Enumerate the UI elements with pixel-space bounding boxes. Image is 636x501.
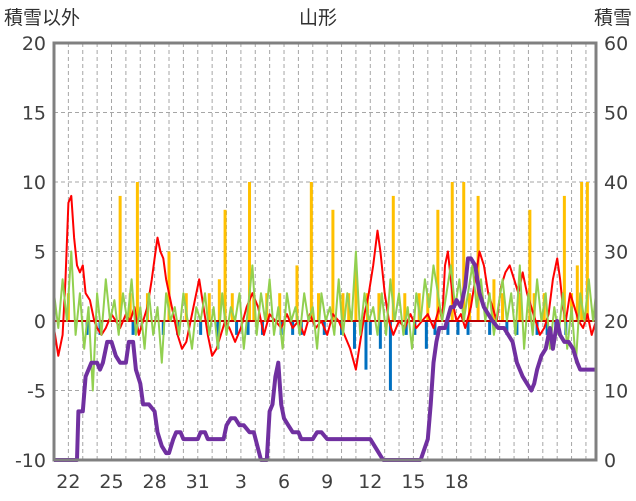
orange-bar [462, 182, 466, 321]
orange-bar [585, 182, 589, 321]
left-axis-label: 積雪以外 [4, 7, 80, 29]
x-tick-label: 28 [143, 471, 167, 493]
orange-bar [331, 209, 335, 321]
orange-bar [230, 293, 234, 321]
right-tick-label: 50 [604, 103, 628, 125]
orange-bar [562, 195, 566, 321]
blue-bar [388, 321, 392, 391]
blue-bar [488, 321, 492, 335]
left-tick-label: 5 [34, 242, 46, 264]
orange-bar [403, 293, 407, 321]
orange-bar [248, 182, 252, 321]
orange-bar [518, 293, 522, 321]
orange-bar [391, 195, 395, 321]
left-tick-label: 10 [22, 172, 46, 194]
chart-title: 山形 [299, 7, 337, 29]
line-series [53, 194, 597, 462]
orange-bar [309, 182, 313, 321]
blue-bar [246, 321, 250, 335]
right-axis-label: 積雪 [594, 7, 632, 29]
left-tick-label: -10 [15, 450, 46, 472]
blue-bar [352, 321, 356, 349]
orange-bar [317, 293, 321, 321]
orange-bar [354, 265, 358, 321]
blue-bar [446, 321, 450, 335]
right-tick-label: 0 [604, 450, 616, 472]
orange-bar [377, 293, 381, 321]
orange-bar [580, 182, 584, 321]
orange-bar [278, 293, 282, 321]
blue-bar [505, 321, 509, 335]
orange-bar [167, 251, 171, 321]
orange-bar [501, 293, 505, 321]
orange-bar [118, 195, 122, 321]
right-tick-label: 30 [604, 242, 628, 264]
orange-bar [426, 293, 430, 321]
blue-bar [456, 321, 460, 335]
blue-bar [424, 321, 428, 349]
orange-bar [575, 265, 579, 321]
x-tick-label: 22 [56, 471, 80, 493]
right-tick-label: 10 [604, 381, 628, 403]
blue-bar [368, 321, 372, 335]
orange-bar [217, 279, 221, 321]
orange-bar [223, 209, 227, 321]
right-tick-label: 60 [604, 33, 628, 55]
blue-bar [378, 321, 382, 349]
left-axis-ticks: -10 -5 0 5 10 15 20 [15, 33, 46, 472]
right-tick-label: 40 [604, 172, 628, 194]
blue-bar [413, 321, 417, 335]
blue-bar [216, 321, 220, 349]
orange-bar [528, 209, 532, 321]
x-tick-label: 6 [278, 471, 290, 493]
right-axis-ticks: 0 10 20 30 40 50 60 [604, 33, 628, 472]
left-tick-label: 0 [34, 311, 46, 333]
orange-bar [341, 293, 345, 321]
orange-bar [207, 293, 211, 321]
red-series-line [53, 194, 597, 371]
orange-bar [252, 293, 256, 321]
x-tick-label: 31 [186, 471, 210, 493]
blue-bar [364, 321, 368, 370]
blue-bar [545, 321, 549, 335]
orange-bar [492, 279, 496, 321]
blue-bar [235, 321, 239, 335]
blue-bar [433, 321, 437, 335]
orange-bar [128, 293, 132, 321]
orange-bar [295, 265, 299, 321]
x-tick-label: 15 [401, 471, 425, 493]
blue-bar [131, 321, 135, 335]
right-tick-label: 20 [604, 311, 628, 333]
x-axis-ticks: 22 25 28 31 3 6 9 12 15 18 [56, 471, 468, 493]
left-tick-label: 15 [22, 103, 46, 125]
orange-bar [135, 182, 139, 321]
blue-bar [466, 321, 470, 335]
blue-bar [199, 321, 203, 335]
x-tick-label: 12 [358, 471, 382, 493]
blue-bar [404, 321, 408, 335]
x-tick-label: 25 [99, 471, 123, 493]
light_green-series-line [53, 250, 597, 392]
left-tick-label: -5 [27, 381, 46, 403]
x-tick-label: 3 [235, 471, 247, 493]
orange-bar [436, 209, 440, 321]
orange-bar [467, 293, 471, 321]
plot-area-border [52, 41, 598, 462]
x-tick-label: 9 [321, 471, 333, 493]
x-tick-label: 18 [444, 471, 468, 493]
orange-bar [450, 182, 454, 321]
purple-series-line [54, 256, 596, 462]
left-tick-label: 20 [22, 33, 46, 55]
